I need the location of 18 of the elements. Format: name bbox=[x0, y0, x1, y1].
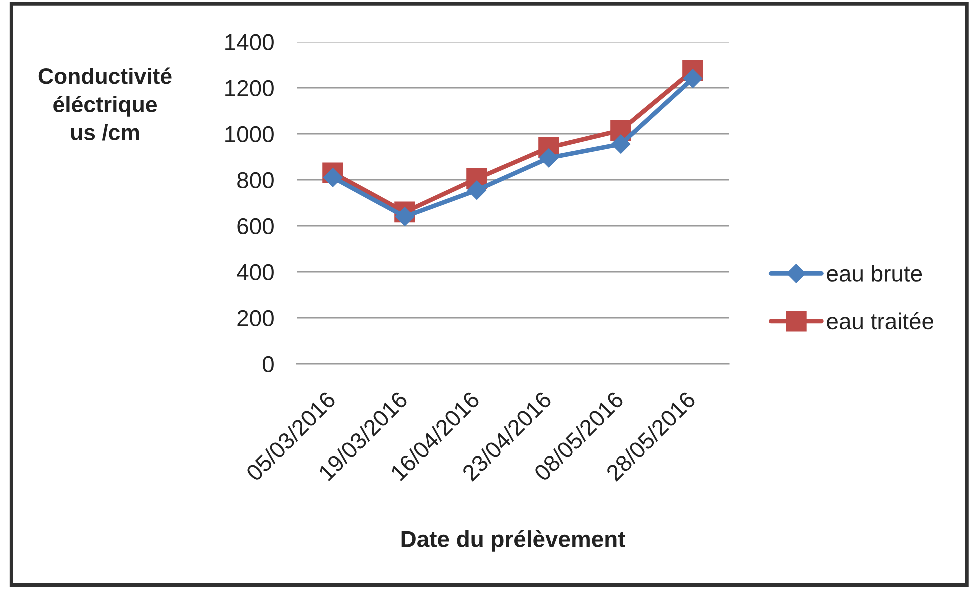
legend-label: eau brute bbox=[827, 265, 922, 282]
y-tick-label: 1000 bbox=[226, 126, 274, 143]
point bbox=[396, 207, 415, 226]
y-axis-title: Conductivité éléctrique us /cm bbox=[38, 68, 172, 141]
y-tick-label: 600 bbox=[238, 218, 274, 235]
y-tick-label: 400 bbox=[237, 264, 274, 281]
point bbox=[539, 148, 559, 168]
x-axis-title: Date du prélèvement bbox=[402, 530, 626, 552]
point bbox=[467, 180, 487, 200]
y-tick-label: 1200 bbox=[226, 80, 274, 97]
point bbox=[611, 134, 631, 154]
y-tick-label: 800 bbox=[238, 172, 274, 189]
point bbox=[683, 69, 703, 88]
point bbox=[324, 168, 343, 188]
y-tick-label: 1400 bbox=[226, 34, 274, 51]
y-tick-label: 0 bbox=[262, 356, 274, 373]
y-tick-label: 200 bbox=[238, 310, 274, 327]
legend-label: eau traitée bbox=[827, 312, 934, 330]
